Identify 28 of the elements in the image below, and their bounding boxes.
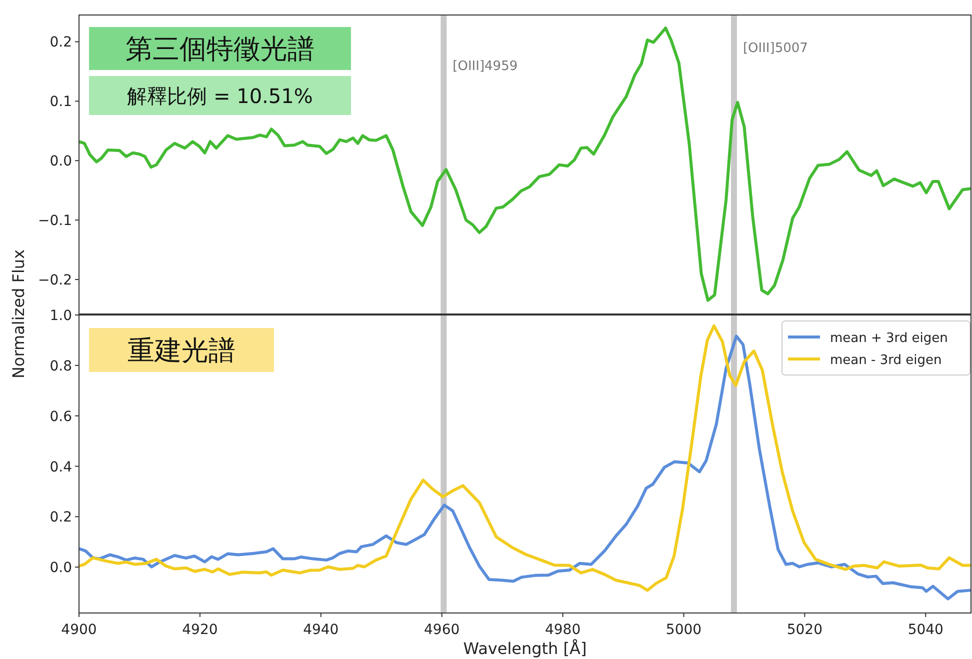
y-tick-label: 0.1 [50, 94, 72, 110]
ref-line-label: [OIII]5007 [742, 41, 808, 56]
legend-label: mean + 3rd eigen [830, 331, 948, 346]
y-tick-label: 1.0 [50, 308, 72, 324]
y-tick-label: 0.4 [50, 459, 72, 476]
y-tick-label: 0.0 [50, 560, 72, 576]
x-axis-title: Wavelength [Å] [463, 639, 587, 658]
y-tick-label: 0.2 [50, 34, 72, 51]
text: 解釋比例 = 10.51% [127, 84, 313, 108]
text: 重建光譜 [128, 336, 236, 367]
x-tick-label: 4960 [424, 622, 460, 638]
y-tick-label: −0.1 [38, 213, 72, 230]
text: 第三個特徵光譜 [126, 34, 314, 66]
x-tick-label: 4920 [182, 622, 218, 638]
legend-label: mean - 3rd eigen [830, 353, 942, 368]
x-tick-label: 5000 [666, 622, 702, 638]
x-tick-label: 4900 [61, 622, 97, 638]
x-tick-label: 5040 [908, 622, 944, 638]
y-tick-label: 0.8 [50, 358, 72, 374]
y-tick-label: 0.0 [50, 154, 72, 170]
y-tick-label: −0.2 [38, 272, 72, 289]
ref-line-label: [OIII]4959 [452, 59, 518, 74]
y-tick-label: 0.6 [50, 408, 72, 425]
y-tick-label: 0.2 [50, 510, 72, 526]
x-tick-label: 5020 [786, 622, 823, 638]
y-axis-title: Normalized Flux [9, 249, 28, 379]
x-tick-label: 4940 [303, 622, 339, 638]
x-tick-label: 4980 [544, 622, 581, 638]
